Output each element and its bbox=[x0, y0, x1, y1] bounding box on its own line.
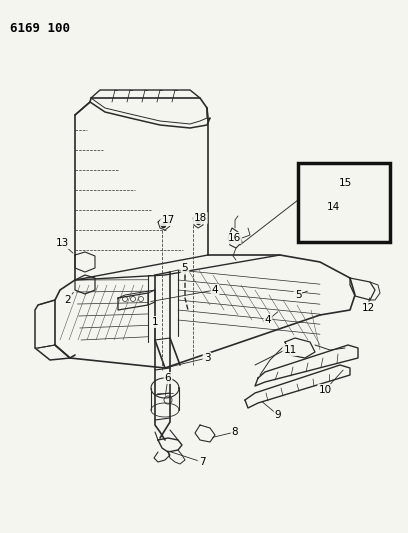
Text: 7: 7 bbox=[199, 457, 205, 467]
Text: 11: 11 bbox=[284, 345, 297, 355]
Text: 9: 9 bbox=[275, 410, 281, 420]
Text: 6: 6 bbox=[165, 373, 171, 383]
Text: 14: 14 bbox=[326, 202, 339, 212]
Text: 4: 4 bbox=[212, 285, 218, 295]
Text: 6169 100: 6169 100 bbox=[10, 22, 70, 35]
Text: 3: 3 bbox=[204, 353, 210, 363]
Text: 18: 18 bbox=[193, 213, 206, 223]
Text: 5: 5 bbox=[295, 290, 302, 300]
Text: 16: 16 bbox=[227, 233, 241, 243]
Text: 10: 10 bbox=[318, 385, 332, 395]
Text: 17: 17 bbox=[162, 215, 175, 225]
Text: 4: 4 bbox=[265, 315, 271, 325]
Text: 15: 15 bbox=[338, 178, 352, 188]
Text: 2: 2 bbox=[65, 295, 71, 305]
Text: 1: 1 bbox=[152, 317, 158, 327]
Bar bbox=[298, 163, 390, 242]
Text: 8: 8 bbox=[232, 427, 238, 437]
Text: 12: 12 bbox=[361, 303, 375, 313]
Text: 5: 5 bbox=[182, 263, 188, 273]
Text: 13: 13 bbox=[55, 238, 69, 248]
